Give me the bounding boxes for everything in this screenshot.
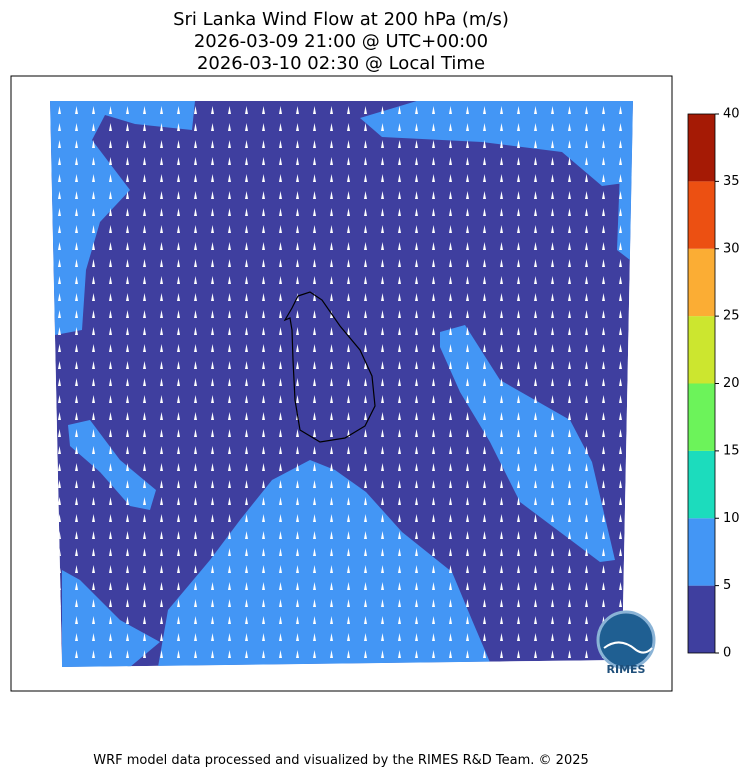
footer: WRF model data processed and visualized … bbox=[93, 753, 589, 768]
colorbar-segment bbox=[688, 181, 715, 249]
colorbar-segment bbox=[688, 248, 715, 317]
title-line: 2026-03-09 21:00 @ UTC+00:00 bbox=[194, 31, 488, 52]
colorbar-tick-label: 30 bbox=[723, 241, 740, 256]
title-line: 2026-03-10 02:30 @ Local Time bbox=[197, 53, 485, 74]
logo: RIMES bbox=[596, 610, 656, 676]
colorbar-tick-label: 20 bbox=[723, 376, 740, 391]
logo-text: RIMES bbox=[607, 663, 646, 676]
colorbar-segment bbox=[688, 518, 715, 586]
sri-lanka-coastline bbox=[283, 291, 376, 443]
wind-field bbox=[50, 101, 633, 667]
colorbar-tick-label: 15 bbox=[723, 443, 740, 458]
colorbar-segment bbox=[688, 450, 715, 519]
colorbar-segment bbox=[688, 585, 715, 653]
colorbar: 0 5 10 15 20 25 30 35 40 bbox=[688, 107, 740, 661]
colorbar-segment bbox=[688, 114, 715, 182]
colorbar-segment bbox=[688, 316, 715, 384]
colorbar-tick-label: 10 bbox=[723, 511, 740, 526]
colorbar-tick-label: 0 bbox=[723, 646, 731, 661]
title-line: Sri Lanka Wind Flow at 200 hPa (m/s) bbox=[173, 9, 509, 30]
colorbar-tick-label: 35 bbox=[723, 174, 740, 189]
colorbar-tick-label: 40 bbox=[723, 107, 740, 122]
wind-arrows bbox=[50, 101, 633, 667]
colorbar-frame bbox=[687, 113, 716, 654]
colorbar-tick-label: 5 bbox=[723, 578, 731, 593]
colorbar-segment bbox=[688, 383, 715, 451]
colorbar-tick-label: 25 bbox=[723, 309, 740, 324]
